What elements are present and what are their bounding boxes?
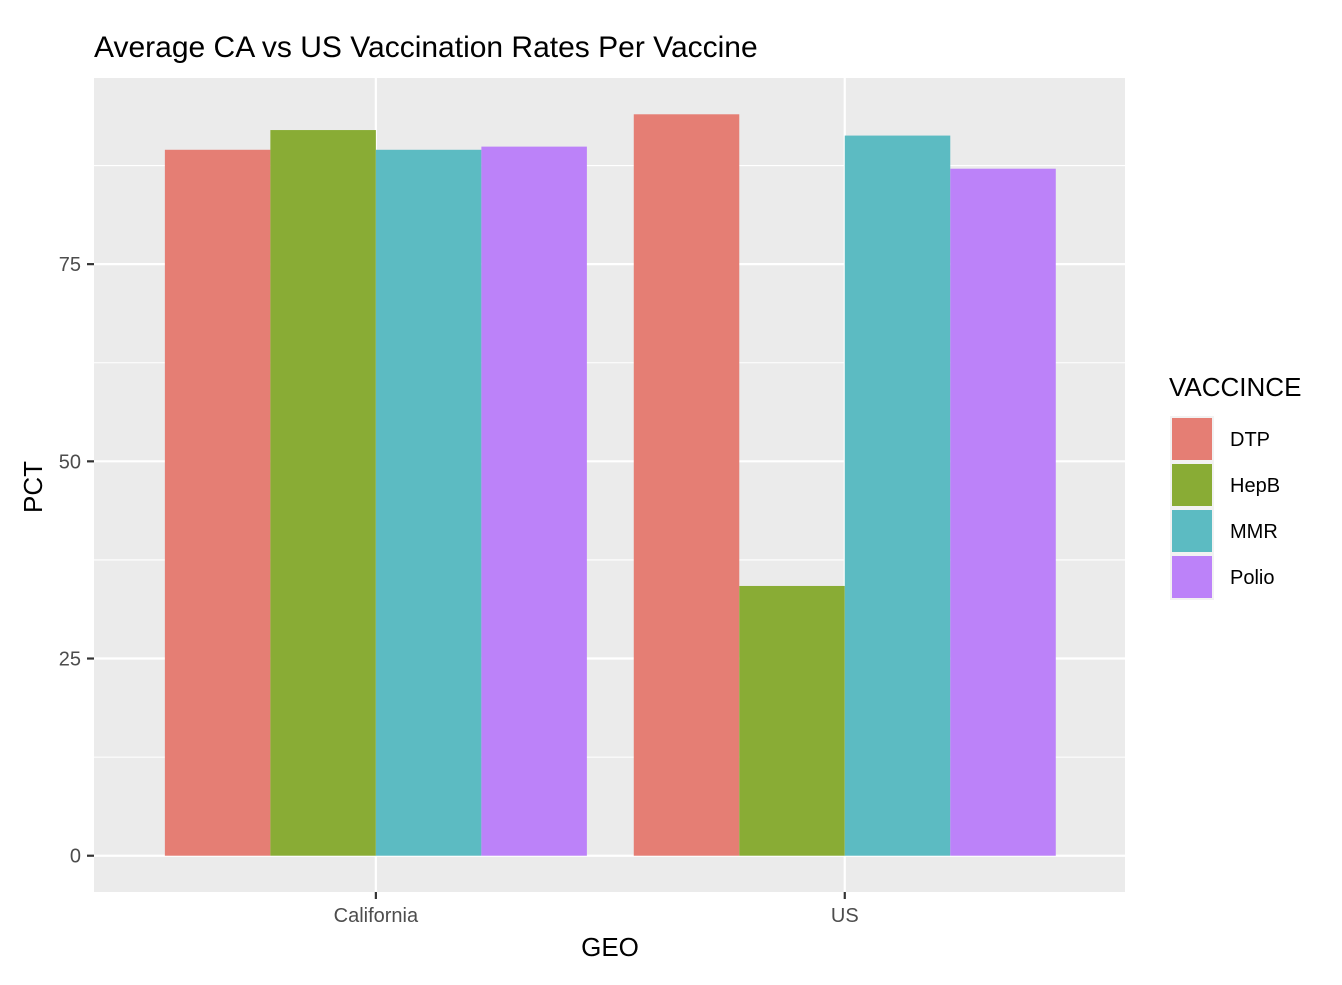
bar-mmr-california [375,149,482,856]
legend-label-polio: Polio [1230,567,1274,589]
legend-title: VACCINCE [1169,372,1301,402]
legend-label-hepb: HepB [1230,475,1280,497]
y-tick-label: 75 [59,254,81,276]
bar-dtp-us [633,114,740,856]
x-tick-label: California [334,905,419,927]
legend-key-polio [1172,556,1212,598]
y-tick-label: 25 [59,649,81,671]
y-axis: 0 25 50 75 [59,254,94,868]
legend-key-hepb [1172,464,1212,506]
y-tick-label: 0 [70,846,81,868]
bar-mmr-us [844,135,951,856]
y-axis-label: PCT [18,461,48,513]
bar-dtp-california [164,149,271,856]
bar-polio-us [950,168,1056,856]
bar-hepb-us [739,585,845,856]
legend-items: DTP HepB MMR Polio [1170,416,1280,600]
legend-label-dtp: DTP [1230,429,1270,451]
y-tick-label: 50 [59,451,81,473]
bars [164,114,1056,856]
legend-label-mmr: MMR [1230,521,1278,543]
legend-key-dtp [1172,418,1212,460]
chart-title: Average CA vs US Vaccination Rates Per V… [94,31,758,64]
legend-key-mmr [1172,510,1212,552]
bar-polio-california [481,146,587,856]
bar-hepb-california [270,130,376,856]
x-axis-label: GEO [581,932,639,962]
x-axis: California US [334,892,859,927]
x-tick-label: US [831,905,859,927]
legend: VACCINCE DTP HepB MMR Polio [1169,372,1301,600]
